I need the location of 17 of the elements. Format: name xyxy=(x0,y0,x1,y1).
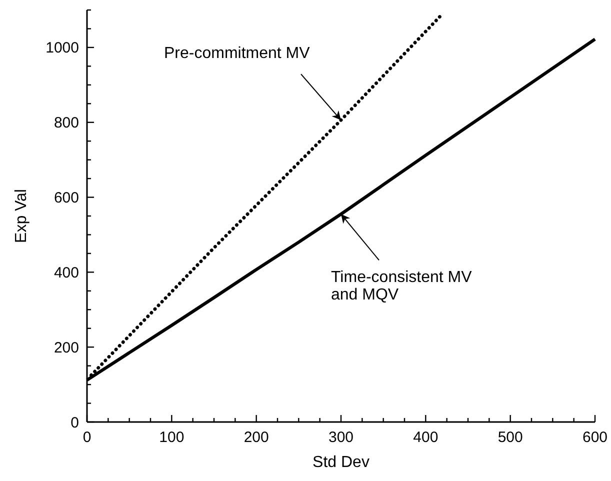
x-tick-label: 200 xyxy=(244,429,269,446)
y-tick-label: 800 xyxy=(54,114,79,132)
y-tick-label: 400 xyxy=(54,264,79,282)
x-axis-title: Std Dev xyxy=(312,454,370,471)
y-tick-label: 600 xyxy=(54,190,79,207)
y-tick-label: 0 xyxy=(70,414,79,432)
x-tick-label: 600 xyxy=(582,429,608,446)
annotation: Pre-commitment MV xyxy=(164,45,310,62)
y-tick-label: 200 xyxy=(54,339,79,356)
y-axis-title: Exp Val xyxy=(13,189,30,243)
x-tick-label: 100 xyxy=(159,429,184,446)
x-tick-label: 400 xyxy=(413,429,438,446)
x-tick-label: 500 xyxy=(498,429,523,446)
y-tick-label: 1000 xyxy=(46,40,79,57)
annotation: Time-consistent MV and MQV xyxy=(331,269,472,304)
x-tick-label: 0 xyxy=(82,429,92,446)
x-tick-label: 300 xyxy=(328,429,354,446)
